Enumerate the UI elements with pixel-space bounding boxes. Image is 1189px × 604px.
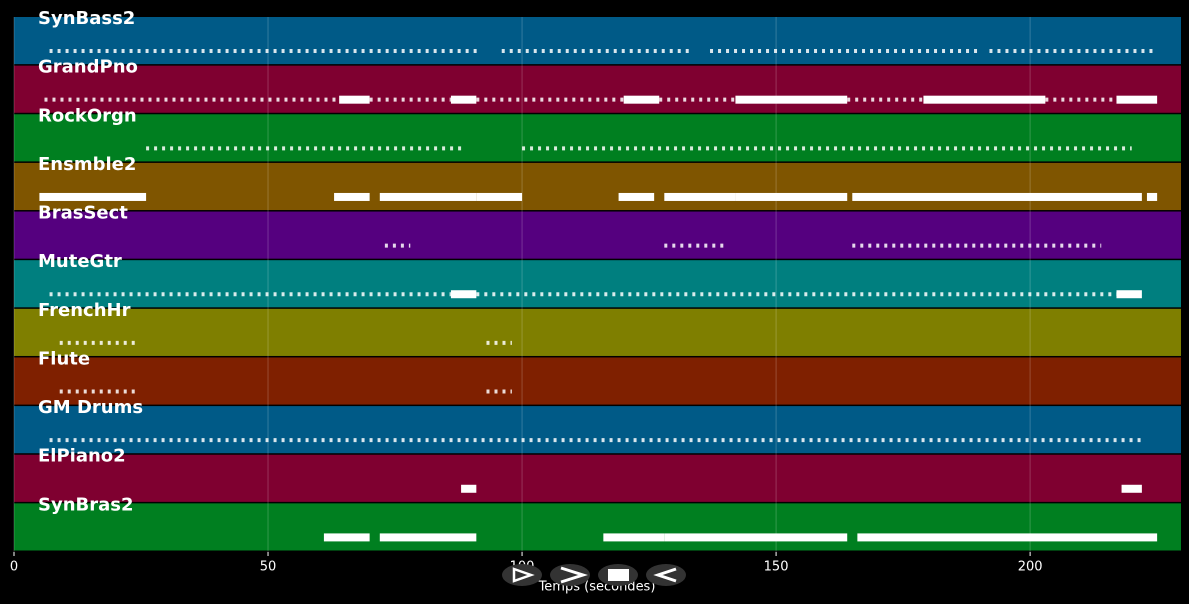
- play-button[interactable]: [502, 564, 542, 586]
- back-button[interactable]: [646, 564, 686, 586]
- x-tick-label: 0: [10, 560, 18, 575]
- note-block: [323, 533, 370, 542]
- track-lane: [14, 65, 1181, 113]
- note-block: [664, 533, 848, 542]
- x-tick-label: 50: [260, 560, 277, 575]
- note-block: [461, 484, 477, 493]
- stop-icon: [608, 569, 629, 581]
- note-block: [339, 95, 370, 104]
- play-icon: [512, 567, 535, 583]
- x-tick-label: 200: [1018, 560, 1043, 575]
- note-block: [857, 533, 1158, 542]
- note-block: [1146, 192, 1158, 201]
- track-lane: [14, 308, 1181, 356]
- track-lane: [14, 17, 1181, 65]
- note-block: [450, 95, 477, 104]
- track-lane: [14, 357, 1181, 405]
- note-block: [476, 192, 523, 201]
- track-lane: [14, 211, 1181, 259]
- track-name: BrasSect: [38, 203, 128, 224]
- track-name: Flute: [38, 348, 90, 369]
- track-lane: [14, 162, 1181, 211]
- x-tick-label: 150: [764, 560, 789, 575]
- track-lane: [14, 454, 1181, 502]
- track-name: Ensmble2: [38, 154, 136, 175]
- note-block: [1116, 290, 1142, 299]
- note-block: [664, 192, 736, 201]
- note-block: [39, 192, 147, 201]
- track-lane: [14, 503, 1181, 551]
- forward-button[interactable]: [550, 564, 590, 586]
- note-block: [379, 533, 477, 542]
- note-block: [450, 290, 477, 299]
- note-block: [735, 95, 848, 104]
- note-block: [1116, 95, 1158, 104]
- track-name: FrenchHr: [38, 300, 131, 321]
- track-lane: [14, 406, 1181, 454]
- playback-controls: [502, 564, 686, 586]
- track-lane: [14, 114, 1181, 162]
- note-block: [852, 192, 1142, 201]
- note-block: [623, 95, 660, 104]
- track-name: ElPiano2: [38, 446, 126, 467]
- forward-icon: [560, 566, 588, 584]
- track-name: GM Drums: [38, 397, 143, 418]
- track-name: MuteGtr: [38, 251, 122, 272]
- back-icon: [653, 567, 677, 583]
- track-name: SynBass2: [38, 8, 135, 29]
- note-block: [923, 95, 1046, 104]
- track-name: GrandPno: [38, 57, 138, 78]
- track-lane: [14, 260, 1181, 308]
- track-name: RockOrgn: [38, 105, 137, 126]
- note-block: [618, 192, 655, 201]
- note-block: [603, 533, 665, 542]
- note-block: [735, 192, 848, 201]
- track-name: SynBras2: [38, 494, 134, 515]
- note-block: [334, 192, 370, 201]
- note-block: [379, 192, 477, 201]
- note-block: [1121, 484, 1142, 493]
